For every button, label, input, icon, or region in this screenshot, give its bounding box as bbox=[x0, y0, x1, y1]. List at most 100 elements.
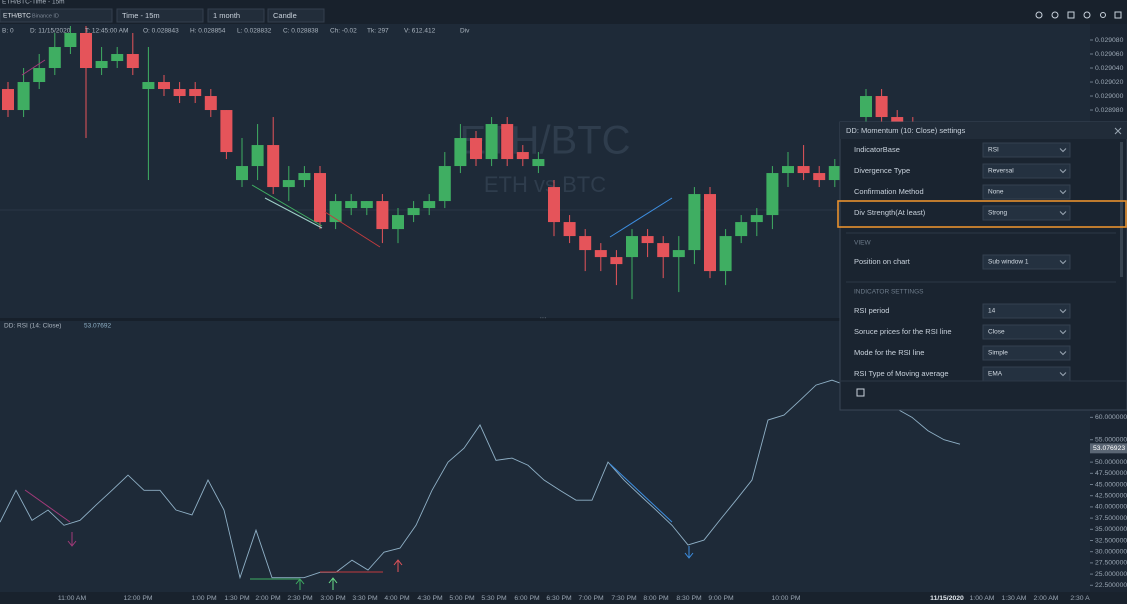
candle-body bbox=[173, 89, 186, 97]
time-label: 5:00 PM bbox=[449, 595, 475, 602]
candle-body bbox=[797, 166, 810, 174]
candle-body bbox=[251, 145, 264, 167]
setting-value: None bbox=[988, 189, 1004, 196]
candle-body bbox=[423, 201, 436, 209]
style-dropdown[interactable] bbox=[267, 8, 325, 23]
time-label: 2:30 PM bbox=[287, 595, 313, 602]
candle-body bbox=[48, 47, 61, 69]
candle-body bbox=[641, 236, 654, 244]
scrollbar[interactable] bbox=[1120, 142, 1123, 277]
setting-label: Divergence Type bbox=[854, 166, 910, 175]
candle-body bbox=[657, 243, 670, 258]
close-button[interactable] bbox=[1114, 127, 1122, 135]
dropdown-chevron bbox=[1059, 148, 1067, 153]
candle-body bbox=[360, 201, 373, 209]
y-tick-label: 35.000000 bbox=[1095, 526, 1127, 533]
time-label: 7:30 PM bbox=[611, 595, 637, 602]
candle-body bbox=[407, 208, 420, 216]
setting-dropdown[interactable] bbox=[982, 205, 1071, 221]
symbol-box[interactable] bbox=[0, 8, 113, 23]
time-label: 10:00 PM bbox=[771, 595, 800, 602]
candle-body bbox=[563, 222, 576, 237]
setting-label: Confirmation Method bbox=[854, 187, 924, 196]
rsi-divergences bbox=[24, 463, 694, 590]
setting-dropdown[interactable] bbox=[982, 303, 1071, 319]
candle-body bbox=[204, 96, 217, 111]
setting-label: IndicatorBase bbox=[854, 145, 900, 154]
setting-label: Position on chart bbox=[854, 257, 911, 266]
time-label: 8:00 PM bbox=[643, 595, 669, 602]
dropdown-chevron bbox=[1059, 260, 1067, 265]
settings-panel: DD: Momentum (10: Close) settings Indica… bbox=[839, 121, 1127, 411]
candle-body bbox=[626, 236, 638, 258]
setting-dropdown[interactable] bbox=[982, 142, 1071, 158]
ohlc-field: T: 12:45:00 AM bbox=[85, 28, 128, 35]
ohlc-field: O: 0.028843 bbox=[143, 28, 179, 35]
candle-body bbox=[875, 96, 888, 118]
exchange: Binance ID bbox=[32, 13, 59, 19]
candle-body bbox=[236, 166, 248, 181]
candle-body bbox=[860, 96, 872, 118]
y-tick-label: 55.000000 bbox=[1095, 437, 1127, 444]
symbol: ETH/BTC bbox=[3, 13, 31, 20]
time-label: 3:30 PM bbox=[352, 595, 378, 602]
ohlc-field: L: 0.028832 bbox=[237, 28, 272, 35]
y-tick-label: 0.029040 bbox=[1095, 65, 1124, 72]
candle-body bbox=[282, 180, 295, 188]
dropdown-chevron bbox=[1059, 211, 1067, 216]
candle-body bbox=[735, 222, 748, 237]
setting-value: EMA bbox=[988, 371, 1003, 378]
ohlc-field: D: 11/15/2020 bbox=[30, 28, 71, 35]
candle-body bbox=[485, 124, 498, 160]
timeframe: Time - 15m bbox=[122, 11, 160, 20]
setting-dropdown[interactable] bbox=[982, 345, 1071, 361]
candle-body bbox=[64, 33, 77, 48]
ohlc-field: C: 0.028838 bbox=[283, 28, 319, 35]
y-tick-label: 27.500000 bbox=[1095, 560, 1127, 567]
setting-dropdown[interactable] bbox=[982, 324, 1071, 340]
setting-label: Div Strength(At least) bbox=[854, 208, 926, 217]
candle-body bbox=[392, 215, 404, 230]
separator-handle: ··· bbox=[540, 315, 547, 322]
save-icon[interactable] bbox=[856, 388, 865, 397]
setting-dropdown[interactable] bbox=[982, 254, 1071, 270]
ohlc-field: Tk: 297 bbox=[367, 28, 389, 35]
y-tick-label: 37.500000 bbox=[1095, 515, 1127, 522]
setting-value: Simple bbox=[988, 350, 1008, 357]
candle-body bbox=[314, 173, 326, 223]
candle-body bbox=[189, 89, 202, 97]
time-label: 11/15/2020 bbox=[930, 595, 964, 602]
time-label: 1:30 PM bbox=[224, 595, 250, 602]
time-axis bbox=[0, 592, 1127, 604]
setting-dropdown[interactable] bbox=[982, 184, 1071, 200]
candle-body bbox=[672, 250, 685, 258]
setting-label: RSI Type of Moving average bbox=[854, 369, 949, 378]
setting-label: RSI period bbox=[854, 306, 889, 315]
chart-style: Candle bbox=[273, 11, 297, 20]
time-label: 7:00 PM bbox=[578, 595, 604, 602]
dropdown-chevron bbox=[1059, 351, 1067, 356]
candle-body bbox=[813, 173, 826, 181]
pane-separator[interactable] bbox=[0, 318, 1090, 321]
setting-dropdown[interactable] bbox=[982, 163, 1071, 179]
y-tick-label: 40.000000 bbox=[1095, 504, 1127, 511]
dropdown-chevron bbox=[1059, 309, 1067, 314]
watermark-subtitle: ETH vs BTC bbox=[484, 172, 606, 197]
candle-body bbox=[298, 173, 311, 181]
dropdown-chevron bbox=[1059, 372, 1067, 377]
y-tick-label: 22.500000 bbox=[1095, 582, 1127, 589]
time-label: 2:30 A bbox=[1070, 595, 1090, 602]
y-tick-label: 50.000000 bbox=[1095, 459, 1127, 466]
time-label: 6:00 PM bbox=[514, 595, 540, 602]
ohlc-field: Ch: -0.02 bbox=[330, 28, 357, 35]
range-dropdown[interactable] bbox=[207, 8, 265, 23]
y-tick-label: 30.000000 bbox=[1095, 548, 1127, 555]
setting-value: Sub window 1 bbox=[988, 259, 1029, 266]
candle-body bbox=[2, 89, 14, 111]
toolbar-icons[interactable] bbox=[1035, 11, 1122, 19]
rsi-line bbox=[0, 379, 961, 580]
time-label: 1:30 AM bbox=[1002, 595, 1027, 602]
timeframe-dropdown[interactable] bbox=[116, 8, 204, 23]
candle-body bbox=[766, 173, 779, 216]
time-label: 1:00 AM bbox=[970, 595, 995, 602]
